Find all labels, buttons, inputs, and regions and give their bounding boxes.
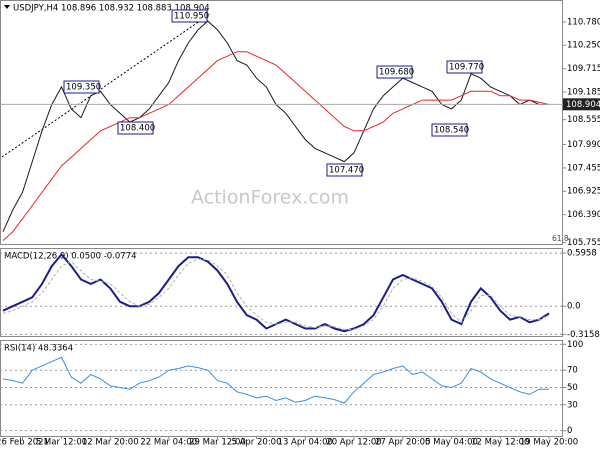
price-annotation: 109.680 xyxy=(379,68,414,78)
rsi-panel-frame xyxy=(0,340,563,437)
rsi-title: RSI(14) 48.3364 xyxy=(4,344,73,354)
y-tick-label: 107.990 xyxy=(567,140,600,150)
x-tick-label: 13 Apr 04:00 xyxy=(278,438,333,448)
price-title: USDJPY,H4 108.896 108.932 108.883 108.90… xyxy=(13,4,210,14)
x-tick-label: 5 Mar 12:00 xyxy=(36,438,87,448)
price-annotation-box xyxy=(326,163,363,177)
y-tick-label: 30 xyxy=(567,400,578,410)
y-tick-label: 110.250 xyxy=(567,41,600,51)
price-annotation: 109.770 xyxy=(449,63,484,73)
price-annotation: 108.400 xyxy=(120,124,155,134)
y-tick-label: 107.455 xyxy=(567,163,600,173)
x-tick-label: 12 May 12:00 xyxy=(471,438,529,448)
y-tick-label: 70 xyxy=(567,366,578,376)
trend-line xyxy=(1,13,211,158)
x-tick-label: 29 Mar 12:00 xyxy=(189,438,246,448)
x-tick-label: 5 Apr 20:00 xyxy=(231,438,281,448)
macd-panel-frame xyxy=(0,248,563,337)
y-tick-label: 108.555 xyxy=(567,115,600,125)
y-tick-label: 109.715 xyxy=(567,64,600,74)
price-annotation-box xyxy=(446,60,483,74)
y-tick-label: 106.925 xyxy=(567,187,600,197)
x-tick-label: 26 Feb 2021 xyxy=(0,438,49,448)
x-tick-label: 20 Apr 12:00 xyxy=(326,438,381,448)
y-tick-label: 110.780 xyxy=(567,17,600,27)
price-panel-frame xyxy=(0,0,563,245)
series-line xyxy=(2,258,550,330)
price-annotation: 108.540 xyxy=(434,126,469,136)
y-tick-label: 50 xyxy=(567,383,578,393)
macd-title: MACD(12,26,9) 0.0500 -0.0774 xyxy=(4,252,137,262)
symbol-menu-arrow xyxy=(4,5,10,9)
last-price-box xyxy=(563,98,600,111)
y-tick-label: 109.185 xyxy=(567,87,600,97)
series-line xyxy=(2,252,550,333)
x-tick-label: 27 Apr 20:00 xyxy=(375,438,430,448)
y-tick-label: 0.0 xyxy=(567,302,581,312)
price-annotation-box xyxy=(63,80,100,94)
y-tick-label: 0 xyxy=(567,426,572,436)
y-tick-label: 105.755 xyxy=(567,238,600,248)
watermark: ActionForex.com xyxy=(191,187,349,209)
x-tick-label: 22 Mar 04:00 xyxy=(140,438,197,448)
price-annotation-box xyxy=(376,65,413,79)
price-annotation-box xyxy=(171,9,208,23)
y-tick-label: 106.390 xyxy=(567,210,600,220)
y-tick-label: 100 xyxy=(567,340,583,350)
price-annotation-box xyxy=(431,123,468,137)
price-annotation-box xyxy=(117,121,154,135)
x-tick-label: 19 May 20:00 xyxy=(520,438,578,448)
y-tick-label: -0.3158 xyxy=(567,330,600,340)
fib-label: 61.8 xyxy=(552,234,569,243)
series-line xyxy=(2,51,550,241)
price-annotation: 110.950 xyxy=(174,12,209,22)
series-line xyxy=(2,356,549,404)
x-tick-label: 12 Mar 20:00 xyxy=(82,438,139,448)
y-tick-label: 0.5958 xyxy=(567,249,597,259)
last-price-label: 108.904 xyxy=(566,100,600,110)
price-annotation: 107.470 xyxy=(329,166,364,176)
x-tick-label: 5 May 04:00 xyxy=(425,438,478,448)
price-annotation: 109.350 xyxy=(66,83,101,93)
